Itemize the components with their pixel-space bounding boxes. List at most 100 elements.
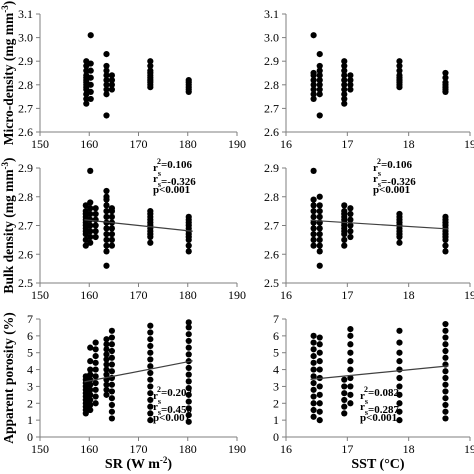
data-point <box>108 381 116 388</box>
data-point <box>92 386 99 393</box>
data-point <box>316 208 323 215</box>
data-point <box>87 199 94 206</box>
data-point <box>87 401 94 409</box>
data-point <box>310 352 317 360</box>
data-point <box>347 216 354 223</box>
data-point <box>83 67 90 74</box>
data-point <box>316 193 323 200</box>
y-axis-title: Apparent porosity (%) <box>1 312 16 444</box>
stat-annotation-line: rs 2=0.202 <box>153 385 193 406</box>
data-point <box>103 361 110 368</box>
x-tick-label: 16 <box>280 137 292 151</box>
y-tick-label: 7 <box>27 312 33 326</box>
data-point <box>185 364 192 371</box>
data-point <box>341 100 348 107</box>
x-tick-label: 190 <box>228 288 246 302</box>
data-point <box>92 222 99 229</box>
y-axis-title-part: ) <box>1 1 16 6</box>
x-tick-label: 150 <box>31 288 49 302</box>
data-point <box>310 81 317 88</box>
data-point <box>316 366 323 373</box>
data-point <box>396 67 403 74</box>
data-point <box>396 358 403 365</box>
data-point <box>347 366 354 373</box>
data-point <box>108 236 116 243</box>
data-point <box>316 91 323 98</box>
data-point <box>316 86 323 93</box>
stat-subscript: s <box>158 408 161 417</box>
data-point <box>103 262 110 269</box>
data-point <box>147 336 154 343</box>
data-point <box>442 347 449 355</box>
stat-symbol: r <box>153 390 158 402</box>
stat-symbol: r <box>153 401 158 413</box>
data-point <box>347 326 354 333</box>
data-point <box>103 187 110 195</box>
y-tick-label: 3.0 <box>264 31 279 45</box>
y-tick-label: 5 <box>27 346 33 360</box>
stat-value: =0.106 <box>381 159 413 171</box>
data-point <box>316 51 323 58</box>
data-point <box>87 205 94 212</box>
data-point <box>103 72 110 79</box>
data-point <box>442 341 449 348</box>
data-point <box>87 95 94 103</box>
x-tick-label: 16 <box>280 442 292 456</box>
data-point <box>341 390 348 397</box>
x-axis-title-part: -2 <box>160 455 168 465</box>
data-point <box>341 236 348 243</box>
data-point <box>347 374 354 382</box>
data-point <box>103 391 110 398</box>
y-tick-label: 3.1 <box>18 7 33 21</box>
data-point <box>396 62 403 70</box>
data-point <box>147 390 154 397</box>
stat-value: =-0.326 <box>161 176 196 188</box>
stat-value: =-0.326 <box>381 176 416 188</box>
y-axis-title-part: Bulk density (mg mm <box>1 169 16 294</box>
data-point <box>310 359 317 366</box>
data-point <box>103 67 110 74</box>
y-axis-title-part: Apparent porosity (%) <box>1 312 16 444</box>
data-point <box>310 413 317 420</box>
x-tick-label: 160 <box>80 442 98 456</box>
stat-annotation-line: p<0.001 <box>153 184 190 196</box>
data-point <box>316 72 323 79</box>
data-point <box>147 342 154 350</box>
data-point <box>396 391 403 398</box>
stat-annotation-line: rs 2=0.082 <box>360 385 400 406</box>
stat-annotation-line: rs=-0.326 <box>373 173 416 189</box>
y-tick-label: 3.1 <box>264 7 279 21</box>
data-point <box>87 386 94 393</box>
data-point <box>147 58 154 65</box>
data-point <box>347 233 354 241</box>
stat-annotation-line: rs=0.450 <box>153 401 193 417</box>
y-tick-label: 2.6 <box>264 125 279 139</box>
y-tick-label: 2.8 <box>264 78 279 92</box>
data-point <box>347 228 354 235</box>
y-tick-label: 2.9 <box>264 161 279 175</box>
data-point <box>108 86 116 93</box>
data-point <box>396 417 403 424</box>
y-tick-label: 2.6 <box>264 247 279 261</box>
stat-subscript: s <box>158 180 161 189</box>
y-axis-title: Bulk density (mg mm-3) <box>0 157 16 293</box>
data-point <box>316 358 323 365</box>
data-point <box>185 418 192 425</box>
stat-subscript: s <box>158 169 161 178</box>
data-point <box>103 381 110 388</box>
stat-value: =0.202 <box>161 387 193 399</box>
y-tick-label: 2.9 <box>18 161 33 175</box>
data-point <box>82 208 89 215</box>
data-point <box>147 363 154 370</box>
data-point <box>396 58 403 65</box>
data-point <box>341 76 348 84</box>
stat-value: =0.082 <box>368 387 400 399</box>
data-point <box>103 51 110 58</box>
x-tick-label: 160 <box>80 288 98 302</box>
y-tick-label: 4 <box>27 363 33 377</box>
data-point <box>310 202 317 209</box>
data-point <box>316 417 323 424</box>
x-axis-title-part: SR (W m <box>105 457 160 472</box>
trend-line <box>310 365 449 380</box>
